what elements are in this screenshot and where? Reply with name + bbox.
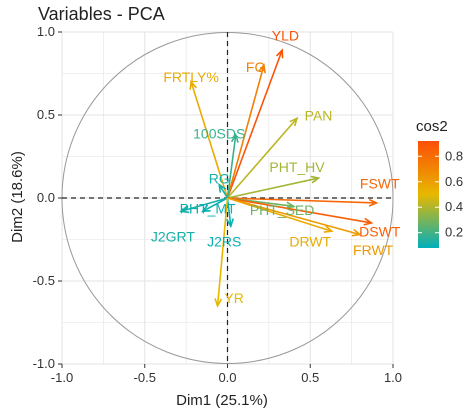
y-tick-label: 0.5 (37, 107, 55, 122)
arrow-shaft (218, 184, 229, 199)
variable-label: PHT_HV (269, 159, 325, 175)
variable-arrow (227, 175, 321, 199)
arrow-head (179, 205, 190, 214)
x-axis-title: Dim1 (25.1%) (176, 392, 268, 409)
legend-tick-label: 0.4 (445, 199, 463, 214)
arrow-shaft (180, 197, 228, 213)
arrow-shaft (227, 177, 319, 199)
variable-arrow (226, 48, 284, 199)
legend-tick-label: 0.2 (445, 225, 463, 240)
arrow-shaft (227, 197, 377, 204)
variable-arrows (179, 48, 379, 308)
variable-label: FRWT (353, 242, 394, 258)
legend-colorbar (418, 141, 439, 248)
x-tick-label: 0.0 (218, 370, 236, 385)
arrow-shaft (227, 197, 361, 236)
arrow-shaft (226, 197, 232, 227)
variable-label: J2RS (207, 234, 241, 250)
variable-arrow (226, 63, 266, 199)
variable-arrow (226, 132, 239, 199)
variable-label: DSWT (359, 224, 401, 240)
legend: cos2 0.8 0.6 0.4 0.2 (416, 118, 463, 248)
arrow-head (275, 48, 284, 59)
variable-labels: YLD FG FRTLY% PAN 100SDS PHT_HV FSWT RG PHT_MT PH… (151, 28, 401, 306)
variable-arrow (226, 116, 299, 199)
variable-arrow (179, 197, 228, 214)
variable-arrow (226, 197, 234, 229)
arrow-head (310, 175, 321, 184)
variable-arrow (189, 79, 229, 199)
arrow-shaft (226, 117, 298, 199)
arrow-head (289, 116, 299, 127)
variable-arrow (227, 197, 362, 237)
variable-arrow (214, 197, 229, 308)
y-tick-label: 0.0 (37, 190, 55, 205)
arrow-shaft (216, 197, 229, 306)
arrow-head (351, 228, 362, 237)
y-axis-title: Dim2 (18.6%) (9, 151, 26, 243)
arrow-shaft (226, 64, 265, 199)
legend-title: cos2 (416, 118, 448, 135)
variable-label: DRWT (289, 234, 331, 250)
variable-arrow (227, 197, 374, 226)
variable-arrow (200, 197, 228, 213)
variable-arrow (218, 183, 229, 199)
x-tick-label: 0.5 (301, 370, 319, 385)
x-tick-label: -0.5 (134, 370, 156, 385)
variable-label: PHT_MT (180, 200, 236, 216)
y-tick-label: 1.0 (37, 24, 55, 39)
axis-ticks: -1.0 -0.5 0.0 0.5 1.0 -1.0 -0.5 0.0 0.5 1.0 (33, 24, 402, 385)
chart-title: Variables - PCA (38, 4, 165, 24)
variable-label: YLD (272, 28, 299, 44)
variable-label: 100SDS (193, 126, 245, 142)
variable-label: FG (246, 59, 265, 75)
arrow-shaft (226, 134, 237, 199)
arrow-head (189, 79, 197, 90)
variable-label: PAN (305, 107, 333, 123)
x-tick-label: -1.0 (51, 370, 73, 385)
arrow-shaft (226, 49, 283, 199)
arrow-shaft (227, 197, 372, 224)
arrow-head (363, 217, 374, 226)
arrow-head (218, 183, 227, 193)
arrow-head (323, 225, 334, 233)
y-tick-label: -0.5 (33, 273, 55, 288)
arrow-head (226, 218, 234, 229)
legend-tick-label: 0.6 (445, 174, 463, 189)
y-tick-label: -1.0 (33, 356, 55, 371)
variable-arrow (227, 197, 379, 207)
legend-tick-label: 0.8 (445, 148, 463, 163)
variable-label: J2GRT (151, 229, 196, 245)
arrow-head (214, 298, 223, 308)
variable-label: PHT_SED (250, 202, 315, 218)
variable-label: RG (209, 170, 230, 186)
arrow-shaft (202, 197, 228, 212)
arrow-head (258, 63, 266, 74)
arrow-head (230, 132, 239, 143)
arrow-head (368, 198, 379, 207)
variable-label: YR (224, 290, 243, 306)
legend-ticks: 0.8 0.6 0.4 0.2 (418, 148, 463, 240)
variable-label: FRTLY% (163, 69, 219, 85)
arrow-head (200, 204, 211, 213)
x-tick-label: 1.0 (384, 370, 402, 385)
arrow-shaft (190, 81, 229, 199)
variable-label: FSWT (360, 175, 400, 191)
